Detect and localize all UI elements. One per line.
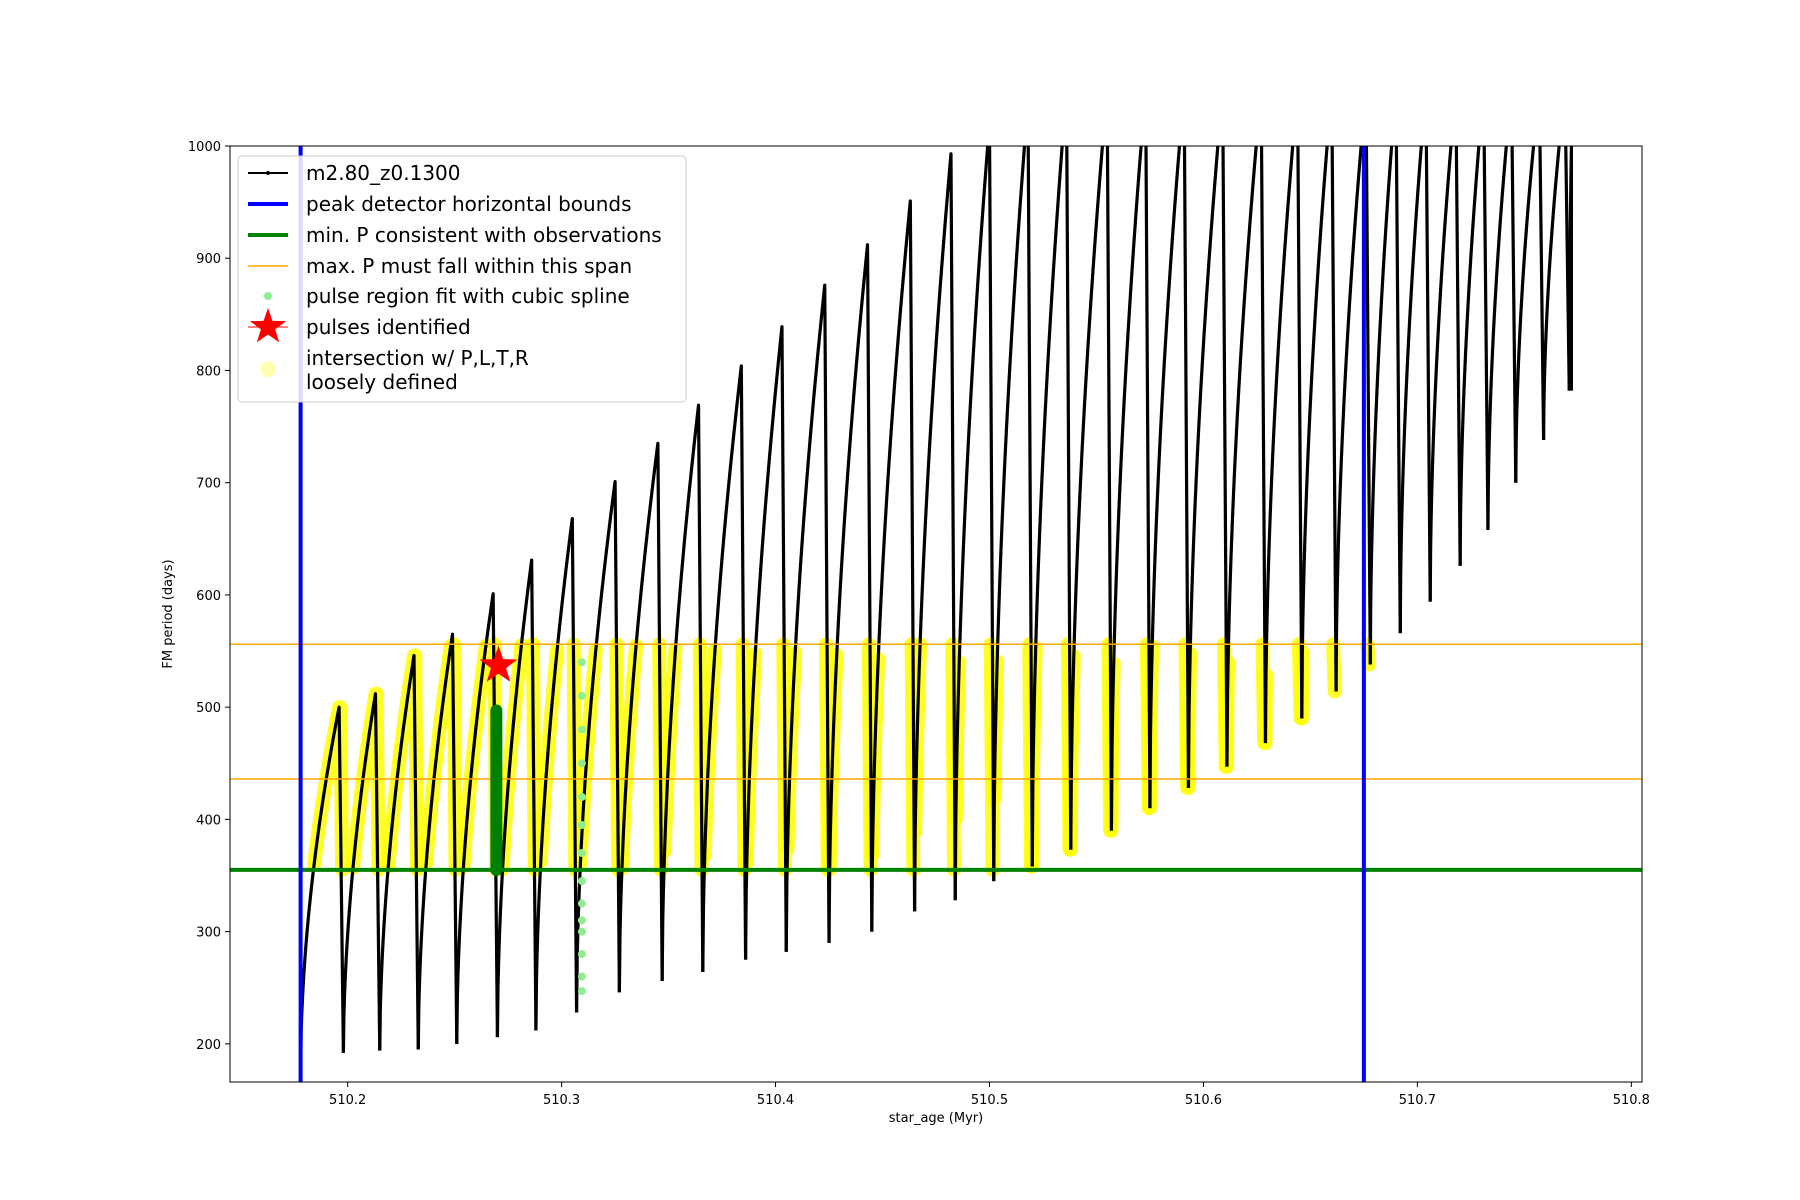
model-track-cycle — [743, 325, 788, 960]
pulse-identified-marker — [479, 645, 518, 682]
model-track-cycle — [1148, 146, 1191, 809]
pulses-layer — [479, 645, 518, 682]
y-tick-label: 500 — [196, 701, 221, 716]
model-track-cycle — [870, 199, 917, 932]
model-track-cycle — [495, 558, 538, 1038]
model-track-cycle — [913, 152, 957, 912]
spline-fit-point — [577, 725, 586, 734]
y-tick-label: 400 — [196, 813, 221, 828]
legend-spline-marker — [264, 292, 272, 300]
spline-fit-point — [577, 820, 586, 829]
model-track-cycle — [341, 692, 382, 1053]
x-tick-label: 510.8 — [1613, 1093, 1650, 1108]
model-track-cycle — [660, 403, 705, 982]
x-tick-label: 510.6 — [1185, 1093, 1222, 1108]
legend-pulse-marker — [249, 308, 287, 343]
spline-fit-point — [577, 927, 586, 936]
y-tick-label: 700 — [196, 477, 221, 492]
legend-label: max. P must fall within this span — [306, 254, 632, 278]
spline-fit-point — [577, 849, 586, 858]
legend-label: intersection w/ P,L,T,R loosely defined — [306, 346, 529, 394]
x-tick-label: 510.3 — [543, 1093, 580, 1108]
spline-fit-point — [577, 972, 586, 981]
spline-fit-point — [577, 950, 586, 959]
spline-fit-layer — [490, 658, 586, 996]
model-track-cycle — [784, 283, 831, 952]
legend-label: m2.80_z0.1300 — [306, 161, 461, 185]
model-track-cycle — [1368, 146, 1402, 665]
model-track-cycle — [1263, 146, 1304, 744]
plot-frame — [229, 145, 1643, 1083]
model-track-cycle — [1514, 146, 1546, 483]
model-track-cycle — [534, 517, 579, 1031]
model-track-cycle — [1109, 146, 1152, 831]
spline-fit-point — [577, 877, 586, 886]
legend-label: peak detector horizontal bounds — [306, 192, 632, 216]
y-axis: 200 300 400 500 600 700 800 900 1000 — [188, 140, 230, 1053]
y-axis-label: FM period (days) — [161, 559, 176, 668]
spline-fit-point — [577, 899, 586, 908]
model-track-cycle — [574, 479, 621, 1013]
x-tick-label: 510.7 — [1399, 1093, 1436, 1108]
model-track-cycle — [1069, 146, 1114, 850]
legend-label: pulses identified — [306, 315, 471, 339]
spline-fit-point — [577, 759, 586, 768]
model-track-layer — [299, 146, 1573, 1067]
x-axis: 510.2 510.3 510.4 510.5 510.6 510.7 510.8 — [329, 1082, 1650, 1108]
model-track-cycle — [1225, 146, 1268, 767]
spline-fit-point — [577, 792, 586, 801]
model-track-cycle — [617, 441, 664, 993]
model-track-cycle — [1300, 146, 1338, 719]
model-track-cycle — [1030, 146, 1073, 867]
legend-intersection-marker — [260, 361, 276, 377]
x-tick-label: 510.4 — [757, 1093, 794, 1108]
y-tick-label: 800 — [196, 364, 221, 379]
plot-area — [230, 146, 1642, 1082]
model-track-cycle — [1334, 146, 1372, 692]
model-track-cycle — [1186, 146, 1229, 788]
legend-box — [237, 155, 687, 403]
legend-label: pulse region fit with cubic spline — [306, 284, 630, 308]
spline-fit-point — [577, 691, 586, 700]
y-tick-label: 900 — [196, 252, 221, 267]
model-track-cycle — [455, 592, 500, 1044]
model-track-cycle — [1428, 146, 1462, 602]
model-track-cycle — [1567, 146, 1573, 391]
legend-model-marker — [266, 171, 270, 175]
model-track-cycle — [953, 146, 996, 901]
spline-fit-point — [577, 987, 586, 996]
model-track-cycle — [992, 146, 1034, 882]
x-tick-label: 510.5 — [971, 1093, 1008, 1108]
model-track-cycle — [827, 243, 874, 943]
y-tick-label: 200 — [196, 1038, 221, 1053]
y-tick-label: 600 — [196, 589, 221, 604]
reference-lines-layer — [230, 643, 1642, 872]
spline-fit-point — [577, 658, 586, 667]
model-track-cycle — [701, 364, 748, 973]
model-track-cycle — [1458, 146, 1490, 566]
x-tick-label: 510.2 — [329, 1093, 366, 1108]
y-tick-label: 1000 — [188, 140, 221, 155]
model-track-cycle — [416, 632, 459, 1050]
model-track-cycle — [1541, 146, 1571, 441]
model-track-cycle — [299, 705, 345, 1067]
y-tick-label: 300 — [196, 926, 221, 941]
spline-fit-point — [577, 916, 586, 925]
x-axis-label: star_age (Myr) — [889, 1111, 983, 1126]
legend-label: min. P consistent with observations — [306, 223, 662, 247]
model-track-cycle — [1486, 146, 1518, 530]
model-track-cycle — [1398, 146, 1432, 634]
